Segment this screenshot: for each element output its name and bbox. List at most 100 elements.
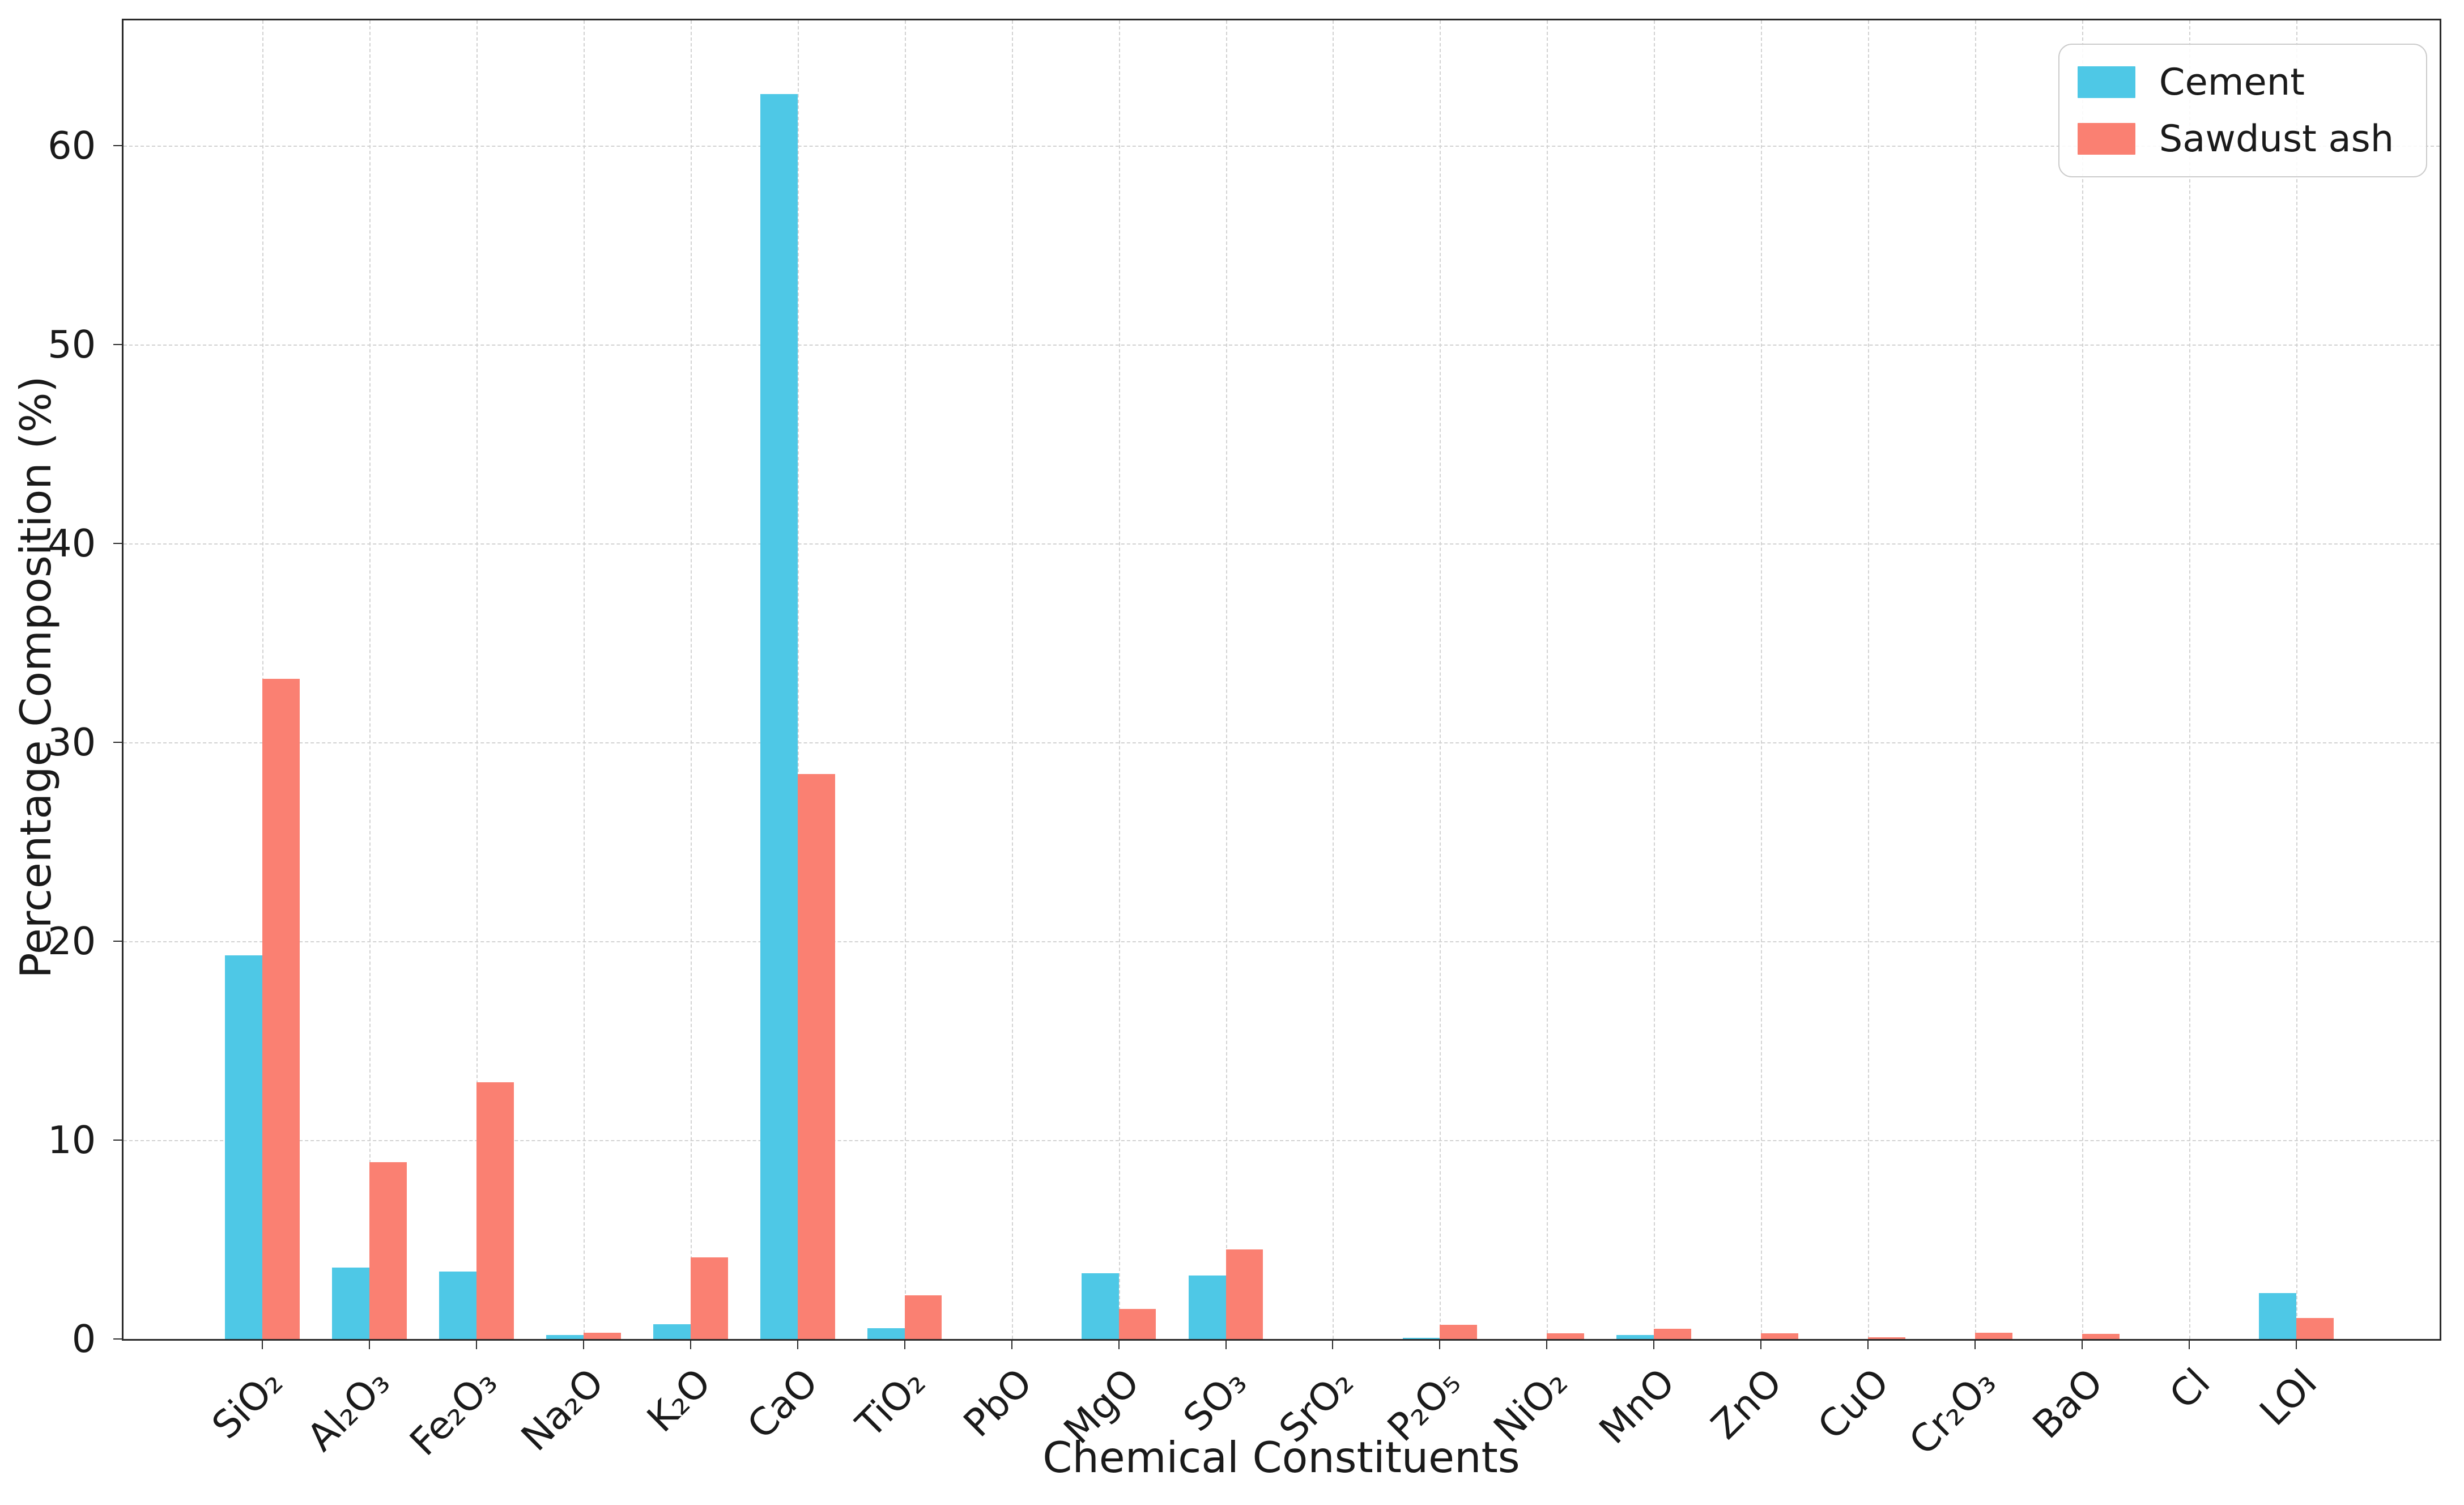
bar-sawdust-ash-tio2: [904, 1295, 942, 1339]
x-tick-label-mno: MnO: [1590, 1360, 1683, 1453]
y-tick-label-60: 60: [48, 124, 96, 168]
y-tick-30: [113, 742, 124, 743]
gridline-v-cuo: [1868, 20, 1870, 1339]
x-tick-mgo: [1118, 1338, 1120, 1350]
x-tick-p2o5: [1439, 1338, 1441, 1350]
gridline-v-mgo: [1118, 20, 1120, 1339]
gridline-h-30: [124, 742, 2440, 744]
bar-cement-al2o3: [331, 1267, 369, 1339]
x-tick-bao: [2082, 1338, 2083, 1350]
bar-sawdust-ash-mgo: [1118, 1309, 1156, 1339]
gridline-h-50: [124, 345, 2440, 346]
x-tick-k2o: [690, 1338, 691, 1350]
gridline-v-al2o3: [369, 20, 371, 1339]
gridline-h-20: [124, 941, 2440, 943]
x-tick-label-bao: BaO: [2024, 1360, 2112, 1447]
bar-cement-p2o5: [1402, 1338, 1440, 1339]
bar-cement-cao: [760, 94, 798, 1339]
x-tick-al2o3: [368, 1338, 370, 1350]
x-tick-mno: [1653, 1338, 1655, 1350]
bar-cement-mno: [1616, 1334, 1654, 1339]
x-tick-label-fe2o3: Fe₂O₃: [401, 1360, 505, 1465]
x-tick-label-loi: LOI: [2251, 1360, 2326, 1435]
x-tick-label-cl: Cl: [2160, 1360, 2219, 1418]
x-tick-label-cao: CaO: [739, 1360, 827, 1448]
gridline-v-k2o: [690, 20, 692, 1339]
gridline-v-sro2: [1333, 20, 1334, 1339]
gridline-v-p2o5: [1440, 20, 1441, 1339]
y-tick-label-30: 30: [48, 720, 96, 765]
x-tick-cr2o3: [1974, 1338, 1976, 1350]
bar-sawdust-ash-al2o3: [369, 1162, 407, 1339]
gridline-v-pbo: [1011, 20, 1013, 1339]
bar-cement-loi: [2259, 1293, 2297, 1339]
bar-sawdust-ash-cr2o3: [1975, 1332, 2013, 1339]
gridline-h-40: [124, 543, 2440, 545]
bar-cement-k2o: [653, 1324, 691, 1339]
y-tick-label-40: 40: [48, 521, 96, 566]
y-tick-10: [113, 1140, 124, 1141]
y-tick-label-0: 0: [71, 1316, 96, 1361]
legend-label-cement: Cement: [2159, 61, 2305, 104]
bar-cement-so3: [1188, 1275, 1226, 1339]
legend-label-sawdust-ash: Sawdust ash: [2159, 117, 2394, 161]
gridline-v-zno: [1761, 20, 1763, 1339]
bar-sawdust-ash-zno: [1761, 1333, 1799, 1339]
x-tick-tio2: [904, 1338, 905, 1350]
gridline-v-cr2o3: [1975, 20, 1977, 1339]
bar-cement-tio2: [867, 1328, 905, 1339]
gridline-v-loi: [2296, 20, 2298, 1339]
bar-sawdust-ash-cuo: [1868, 1337, 1906, 1339]
gridline-v-cao: [797, 20, 799, 1339]
x-axis-title: Chemical Constituents: [1042, 1432, 1520, 1482]
bar-sawdust-ash-mno: [1654, 1329, 1692, 1339]
legend: Cement Sawdust ash: [2058, 44, 2427, 178]
y-tick-label-20: 20: [48, 919, 96, 964]
x-tick-label-pbo: PbO: [955, 1360, 1041, 1446]
x-tick-cuo: [1867, 1338, 1869, 1350]
bar-sawdust-ash-nio2: [1547, 1333, 1585, 1339]
gridline-h-10: [124, 1140, 2440, 1142]
x-tick-nio2: [1546, 1338, 1548, 1350]
x-tick-label-sio2: SiO₂: [203, 1360, 291, 1448]
bar-sawdust-ash-k2o: [690, 1257, 728, 1339]
bar-sawdust-ash-loi: [2296, 1318, 2334, 1339]
x-tick-cao: [797, 1338, 798, 1350]
gridline-v-na2o: [583, 20, 585, 1339]
bar-sawdust-ash-p2o5: [1440, 1325, 1478, 1339]
y-tick-50: [113, 344, 124, 346]
bar-sawdust-ash-na2o: [583, 1333, 621, 1339]
x-tick-na2o: [582, 1338, 584, 1350]
x-tick-sio2: [261, 1338, 263, 1350]
x-tick-label-zno: ZnO: [1702, 1360, 1790, 1448]
bar-sawdust-ash-bao: [2082, 1334, 2120, 1339]
x-tick-fe2o3: [475, 1338, 477, 1350]
bar-cement-mgo: [1081, 1273, 1119, 1339]
x-tick-sro2: [1332, 1338, 1334, 1350]
x-tick-so3: [1225, 1338, 1227, 1350]
sawdust-ash-swatch-icon: [2078, 123, 2136, 155]
bar-sawdust-ash-sio2: [262, 678, 300, 1339]
x-tick-label-cuo: CuO: [1809, 1360, 1897, 1448]
y-axis-title: Percentage Composition (%): [11, 376, 61, 979]
gridline-v-tio2: [904, 20, 906, 1339]
y-tick-60: [113, 145, 124, 147]
x-tick-label-na2o: Na₂O: [513, 1360, 612, 1460]
x-tick-pbo: [1011, 1338, 1012, 1350]
gridline-v-mno: [1654, 20, 1656, 1339]
x-tick-label-k2o: K₂O: [639, 1360, 720, 1441]
x-tick-label-al2o3: Al₂O₃: [299, 1360, 398, 1460]
x-tick-label-tio2: TiO₂: [847, 1360, 934, 1447]
x-tick-loi: [2296, 1338, 2297, 1350]
bar-sawdust-ash-cao: [797, 774, 835, 1339]
x-tick-cl: [2189, 1338, 2190, 1350]
gridline-v-fe2o3: [476, 20, 478, 1339]
bar-cement-na2o: [546, 1334, 584, 1339]
y-tick-0: [113, 1338, 124, 1340]
gridline-v-bao: [2082, 20, 2084, 1339]
gridline-h-60: [124, 146, 2440, 147]
y-tick-label-50: 50: [48, 322, 96, 367]
x-tick-label-cr2o3: Cr₂O₃: [1900, 1360, 2005, 1464]
x-tick-zno: [1760, 1338, 1762, 1350]
